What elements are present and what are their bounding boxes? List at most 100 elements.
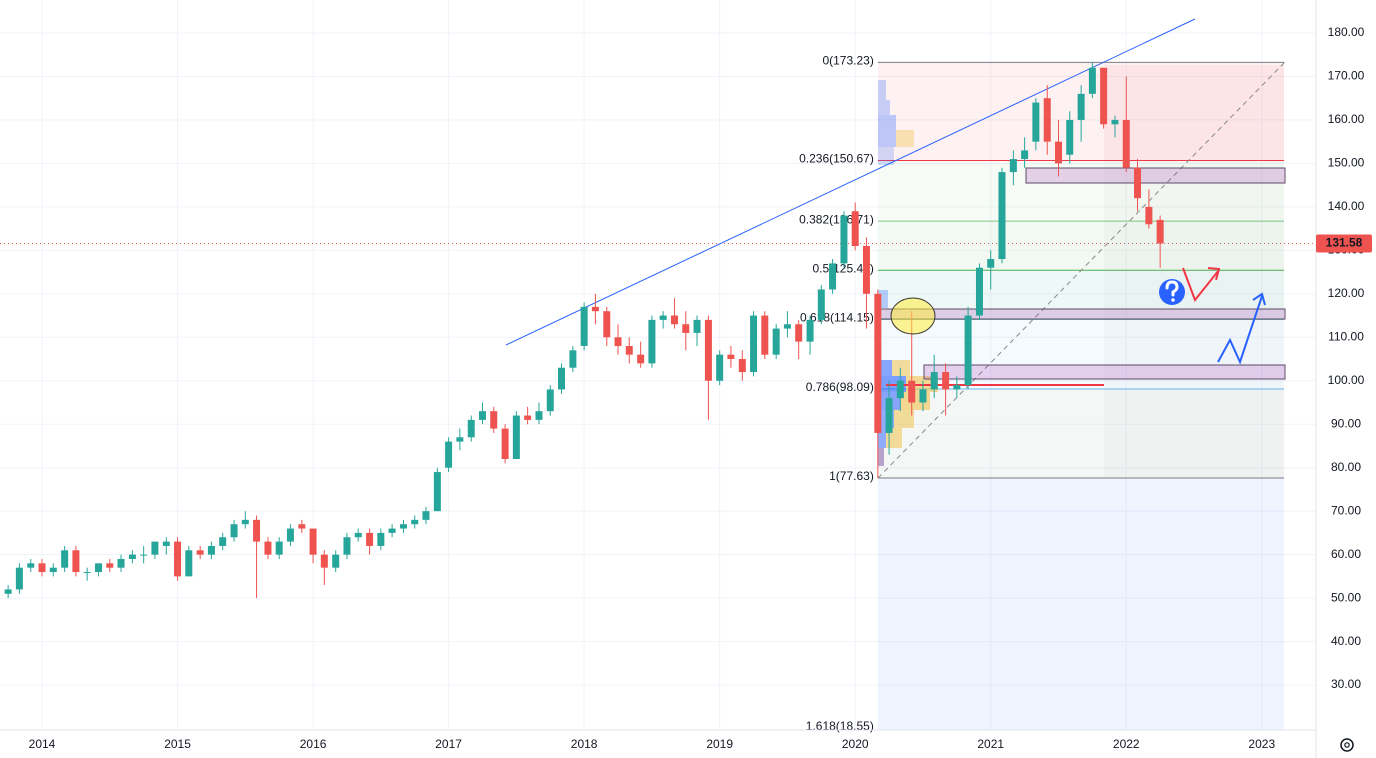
candle-body: [162, 541, 170, 546]
x-tick-label: 2017: [435, 737, 462, 751]
candle-body: [207, 545, 215, 555]
candle-body: [320, 554, 328, 568]
y-tick-label: 180.00: [1328, 25, 1365, 39]
question-dot: [1171, 298, 1175, 302]
x-tick-label: 2016: [300, 737, 327, 751]
candle-body: [862, 245, 870, 294]
y-tick-label: 120.00: [1328, 286, 1365, 300]
candle-body: [1077, 93, 1085, 120]
settings-gear-hub[interactable]: [1344, 742, 1350, 748]
projection-arrow: [1217, 295, 1263, 365]
candle-body: [998, 172, 1006, 260]
fib-zone: [877, 160, 1284, 222]
fib-diagonal: [877, 61, 1286, 479]
arrow-head: [1207, 267, 1221, 281]
volume-bar: [894, 410, 914, 428]
candle-body: [772, 328, 780, 355]
candle-body: [1043, 98, 1051, 142]
fib-zone: [877, 478, 1284, 730]
candle-body: [366, 532, 374, 546]
candle-body: [625, 345, 633, 355]
fib-level-label: 1.618(18.55): [806, 719, 874, 733]
question-glyph: [1165, 280, 1179, 297]
trend-line: [505, 18, 1196, 346]
y-tick-label: 160.00: [1328, 112, 1365, 126]
drawings: [505, 18, 1286, 479]
candle-body: [919, 389, 927, 403]
candle-body: [885, 398, 893, 433]
x-tick-label: 2019: [706, 737, 733, 751]
candle-body: [1134, 167, 1142, 199]
projection-arrow: [1182, 267, 1220, 302]
candle-body: [27, 563, 35, 568]
volume-bar: [878, 100, 890, 115]
candle-body: [682, 324, 690, 333]
candle-body: [422, 511, 430, 520]
candle-body: [908, 380, 916, 403]
candle-body: [445, 441, 453, 468]
zone-box: [877, 308, 1286, 320]
candle-body: [1156, 219, 1164, 244]
candle-body: [896, 380, 904, 399]
candle-body: [1145, 206, 1153, 225]
y-tick-label: 150.00: [1328, 156, 1365, 170]
candle-body: [930, 372, 938, 390]
fib-level-label: 0.786(98.09): [806, 380, 874, 394]
candle-body: [140, 554, 148, 556]
volume-bar: [878, 290, 888, 308]
candle-body: [456, 437, 464, 442]
candle-body: [298, 524, 306, 529]
y-tick-label: 50.00: [1331, 590, 1361, 604]
candle-body: [659, 315, 667, 320]
candle-body: [38, 563, 46, 573]
candle-body: [388, 528, 396, 533]
candle-body: [637, 354, 645, 364]
candle-body: [569, 350, 577, 368]
y-tick-label: 30.00: [1331, 677, 1361, 691]
candle-body: [433, 472, 441, 512]
y-tick-label: 110.00: [1328, 329, 1364, 343]
x-tick-label: 2022: [1113, 737, 1140, 751]
candle-body: [219, 537, 227, 546]
candle-body: [1054, 141, 1062, 164]
candle-body: [174, 541, 182, 577]
volume-bar: [878, 360, 892, 376]
candle-body: [558, 367, 566, 390]
settings-gear[interactable]: [1340, 738, 1354, 752]
settings-button[interactable]: [1340, 738, 1354, 752]
y-tick-label: 40.00: [1331, 634, 1361, 648]
x-tick-label: 2020: [842, 737, 869, 751]
candle-body: [693, 319, 701, 333]
candle-body: [286, 528, 294, 542]
candle-body: [332, 554, 340, 568]
fib-level-label: 0.382(136.71): [799, 212, 874, 226]
candle-body: [275, 541, 283, 555]
candle-body: [953, 385, 961, 390]
volume-bar: [878, 428, 886, 448]
y-tick-label: 140.00: [1328, 199, 1365, 213]
candle-body: [117, 558, 125, 568]
y-tick-label: 60.00: [1331, 547, 1361, 561]
candle-body: [241, 519, 249, 525]
x-tick-label: 2018: [571, 737, 598, 751]
volume-bar: [878, 130, 896, 147]
fib-zone: [877, 221, 1284, 271]
candle-body: [1122, 119, 1130, 168]
candle-body: [851, 211, 859, 246]
fibonacci-layer: 0(173.23) 0.236(150.67) 0.382(136.71) 0.5(1…: [799, 54, 1284, 733]
highlight-ellipse: [890, 297, 936, 335]
candle-body: [399, 524, 407, 529]
fib-level-label: 1(77.63): [829, 469, 874, 483]
candle-body: [309, 528, 317, 555]
candle-body: [535, 411, 543, 420]
candle-body: [1032, 102, 1040, 142]
candle-body: [817, 289, 825, 320]
candle-body: [761, 315, 769, 355]
candle-body: [354, 532, 362, 538]
candle-body: [1100, 67, 1108, 125]
candle-body: [106, 563, 114, 568]
volume-bar: [878, 115, 896, 130]
candle-body: [727, 354, 735, 360]
candle-body: [377, 532, 385, 546]
